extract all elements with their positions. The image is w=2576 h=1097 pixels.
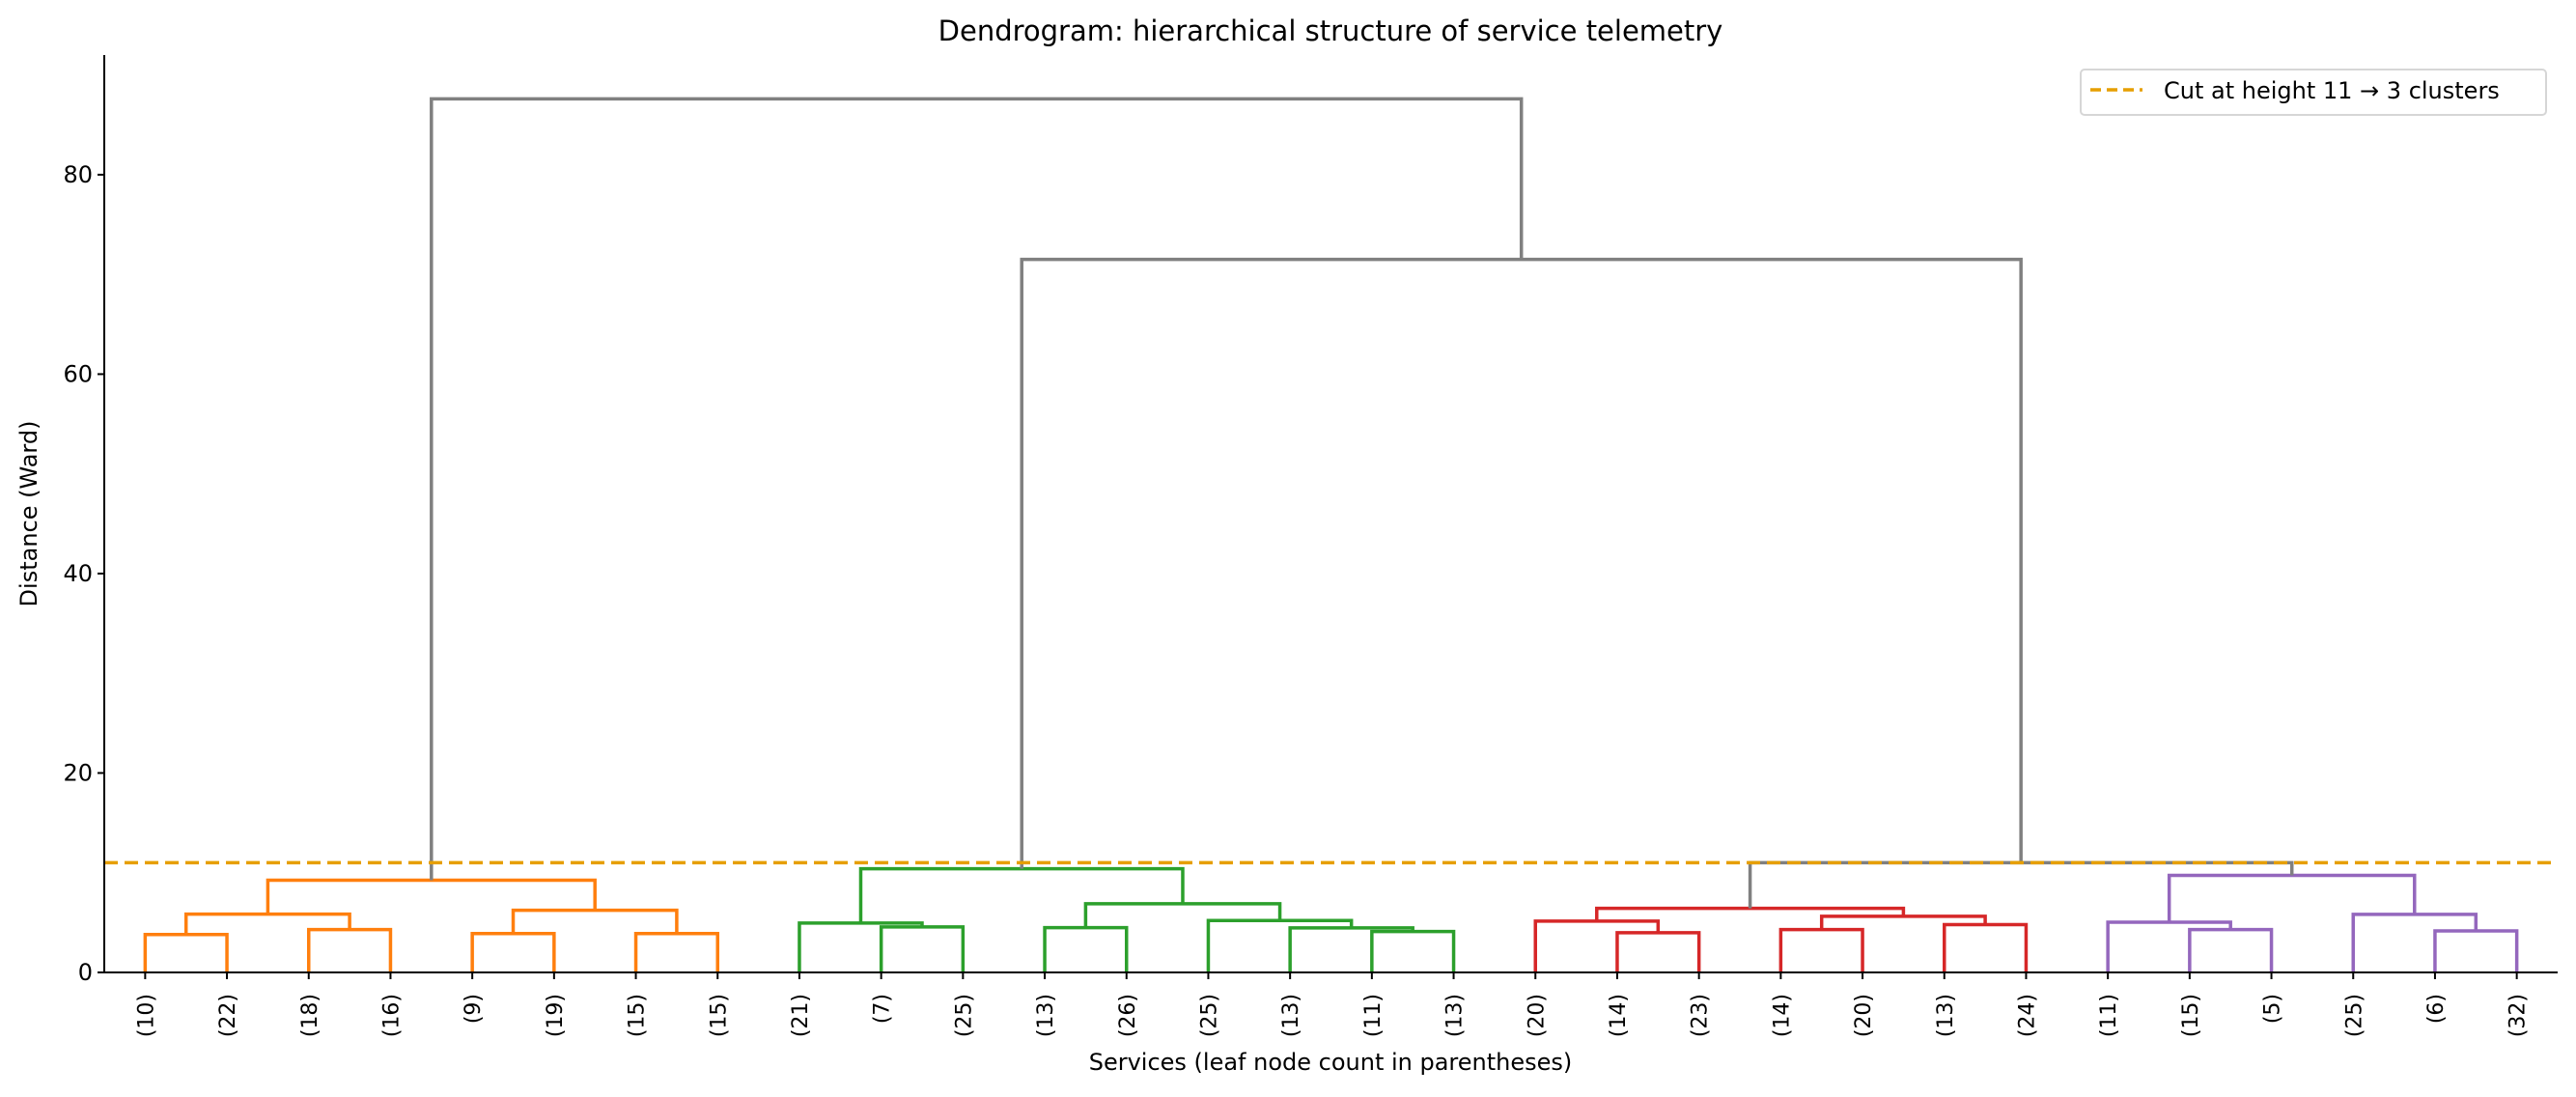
leaf-label: (13) xyxy=(1279,994,1303,1037)
dendrogram-link-green xyxy=(1288,926,1414,972)
leaf-label: (15) xyxy=(2179,994,2203,1037)
dendrogram-link-above xyxy=(430,97,1524,881)
chart-title: Dendrogram: hierarchical structure of se… xyxy=(938,14,1723,47)
dendrogram-link-red xyxy=(1778,927,1864,972)
dendrogram-link-green xyxy=(798,921,924,972)
leaf-label: (23) xyxy=(1689,994,1713,1037)
leaf-label: (9) xyxy=(462,994,486,1024)
dendrogram-link-red xyxy=(1615,931,1701,972)
y-tick-label: 0 xyxy=(78,959,93,986)
dendrogram-link-red xyxy=(1943,922,2029,972)
y-tick-label: 20 xyxy=(63,759,93,786)
leaf-label: (20) xyxy=(1525,994,1549,1037)
dendrogram-link-orange xyxy=(143,933,229,972)
leaf-label: (13) xyxy=(1934,994,1958,1037)
x-axis-label: Services (leaf node count in parentheses… xyxy=(1089,1049,1573,1076)
leaf-label: (18) xyxy=(298,994,322,1037)
leaf-label: (20) xyxy=(1852,994,1876,1037)
leaf-label: (15) xyxy=(707,994,731,1037)
leaf-label: (14) xyxy=(1770,994,1794,1037)
dendrogram-link-above xyxy=(1748,860,2294,909)
leaf-label: (22) xyxy=(216,994,240,1037)
y-tick-label: 40 xyxy=(63,560,93,587)
dendrogram-link-red xyxy=(1533,919,1661,972)
leaf-label: (13) xyxy=(1034,994,1058,1037)
axes: 0 20 40 60 80 xyxy=(63,55,2558,986)
leaf-label: (26) xyxy=(1116,994,1140,1037)
leaf-label: (11) xyxy=(2097,994,2121,1037)
leaf-label: (5) xyxy=(2261,994,2285,1024)
leaf-label: (13) xyxy=(1443,994,1468,1037)
leaf-label: (11) xyxy=(1361,994,1386,1037)
dendrogram-link-green xyxy=(1370,929,1456,972)
dendrogram-link-orange xyxy=(470,931,556,972)
leaf-label: (25) xyxy=(1197,994,1221,1037)
leaf-label: (15) xyxy=(626,994,650,1037)
leaf-label: (21) xyxy=(789,994,813,1037)
dendrogram-link-purple xyxy=(2351,913,2478,972)
dendrogram-link-purple xyxy=(2106,920,2232,972)
dendrogram-link-red xyxy=(1819,914,1987,930)
dendrogram-link-green xyxy=(858,866,1185,923)
dendrogram-link-orange xyxy=(511,908,679,934)
dendrogram-link-orange xyxy=(266,878,597,914)
y-axis-label: Distance (Ward) xyxy=(15,421,42,607)
leaf-label: (10) xyxy=(134,994,158,1037)
dendrogram-link-green xyxy=(879,925,966,972)
leaf-label: (24) xyxy=(2015,994,2039,1037)
dendrogram-links xyxy=(143,97,2519,972)
dendrogram-link-above xyxy=(1020,257,2023,869)
leaf-label: (19) xyxy=(544,994,568,1037)
dendrogram-link-orange xyxy=(633,931,719,972)
y-tick-label: 80 xyxy=(63,161,93,188)
legend-label: Cut at height 11 → 3 clusters xyxy=(2164,77,2500,104)
leaf-labels: (10) (22) (18) (16) (9) (19) (15) (15) (21) (7) (2… xyxy=(134,972,2531,1037)
dendrogram-link-purple xyxy=(2188,927,2274,972)
dendrogram-link-orange xyxy=(307,927,393,972)
dendrogram-link-green xyxy=(1043,925,1129,972)
dendrogram-link-orange xyxy=(183,912,351,935)
leaf-label: (7) xyxy=(871,994,895,1024)
dendrogram-link-green xyxy=(1083,902,1282,928)
leaf-label: (6) xyxy=(2424,994,2449,1024)
leaf-label: (25) xyxy=(952,994,976,1037)
dendrogram-link-purple xyxy=(2433,929,2519,972)
legend-box xyxy=(2080,69,2547,116)
leaf-label: (25) xyxy=(2342,994,2366,1037)
leaf-label: (16) xyxy=(379,994,404,1037)
legend: Cut at height 11 → 3 clusters xyxy=(2080,69,2547,116)
y-tick-label: 60 xyxy=(63,360,93,387)
leaf-label: (32) xyxy=(2506,994,2531,1037)
leaf-label: (14) xyxy=(1607,994,1631,1037)
